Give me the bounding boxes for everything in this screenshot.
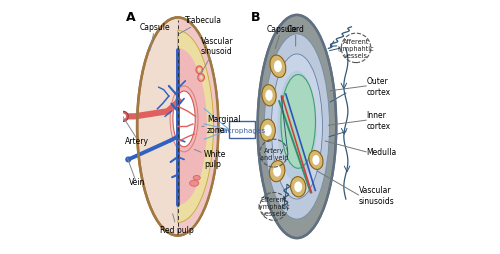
Polygon shape <box>178 18 218 236</box>
Text: A: A <box>126 11 136 24</box>
Ellipse shape <box>273 166 281 177</box>
Text: Red pulp: Red pulp <box>160 214 194 234</box>
Ellipse shape <box>309 151 323 170</box>
Ellipse shape <box>294 182 302 192</box>
Circle shape <box>125 157 132 163</box>
Text: Efferent
lymphatic
vessels: Efferent lymphatic vessels <box>258 197 290 216</box>
Text: Capsule: Capsule <box>140 23 170 51</box>
Text: Macrophages: Macrophages <box>218 127 266 133</box>
Text: Vascular
sinusoids: Vascular sinusoids <box>359 185 395 205</box>
Ellipse shape <box>262 85 276 106</box>
Text: Artery: Artery <box>124 136 148 145</box>
Polygon shape <box>178 49 207 205</box>
Text: Afferent
lymphahtic
vessels: Afferent lymphahtic vessels <box>338 39 374 59</box>
Ellipse shape <box>258 16 336 238</box>
Polygon shape <box>178 31 214 223</box>
Ellipse shape <box>278 71 316 183</box>
Text: Trabecula: Trabecula <box>179 17 222 35</box>
Ellipse shape <box>270 56 286 78</box>
Ellipse shape <box>274 61 282 73</box>
Text: Cord: Cord <box>287 24 304 47</box>
Text: Artery
and vein: Artery and vein <box>260 147 288 160</box>
Ellipse shape <box>266 90 272 101</box>
Text: Vein: Vein <box>129 177 145 186</box>
Ellipse shape <box>272 55 322 199</box>
Text: White
pulp: White pulp <box>194 149 226 168</box>
Ellipse shape <box>137 18 218 236</box>
Text: Medulla: Medulla <box>366 148 397 157</box>
FancyBboxPatch shape <box>228 121 254 139</box>
Text: Capsule: Capsule <box>266 24 297 49</box>
Text: Inner
cortex: Inner cortex <box>366 111 391 130</box>
Circle shape <box>118 112 128 122</box>
Text: Outer
cortex: Outer cortex <box>366 77 391 96</box>
Text: B: B <box>252 11 261 24</box>
Ellipse shape <box>173 92 195 147</box>
Text: Marginal
zone: Marginal zone <box>202 115 240 134</box>
Text: Vascular
sinusoid: Vascular sinusoid <box>200 37 233 75</box>
Ellipse shape <box>264 125 272 137</box>
Ellipse shape <box>190 180 199 186</box>
Ellipse shape <box>264 35 330 219</box>
Ellipse shape <box>290 177 306 197</box>
Circle shape <box>120 114 126 120</box>
Ellipse shape <box>281 75 316 169</box>
Ellipse shape <box>260 120 276 142</box>
Ellipse shape <box>193 176 200 180</box>
Ellipse shape <box>270 161 285 182</box>
Ellipse shape <box>312 155 320 165</box>
